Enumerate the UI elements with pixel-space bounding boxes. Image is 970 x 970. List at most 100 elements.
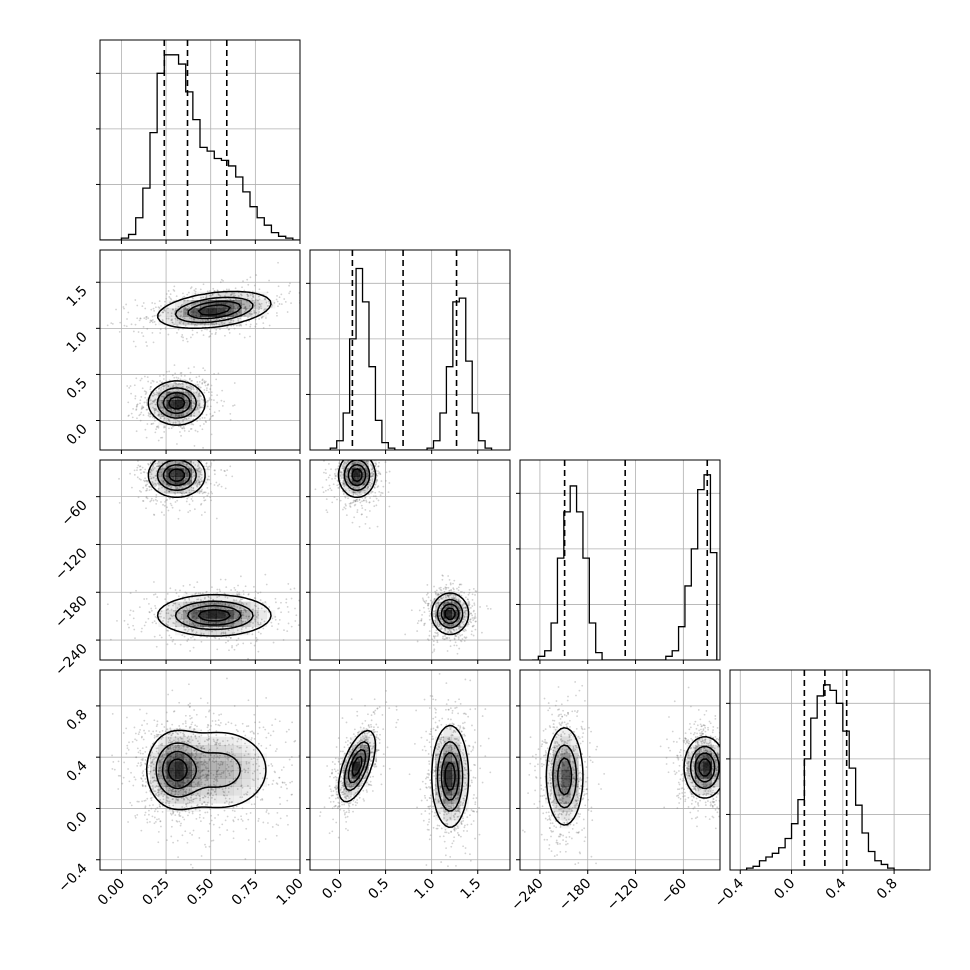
scatter-point: [371, 479, 374, 482]
scatter-point: [242, 603, 245, 606]
scatter-point: [454, 598, 456, 601]
scatter-point: [377, 454, 379, 456]
scatter-point: [194, 624, 196, 627]
scatter-point: [195, 794, 198, 797]
scatter-point: [237, 614, 240, 616]
scatter-point: [436, 622, 439, 624]
scatter-point: [151, 469, 153, 472]
scatter-point: [220, 399, 223, 402]
scatter-point: [164, 326, 167, 329]
scatter-point: [247, 593, 250, 596]
density-cell: [200, 610, 209, 619]
scatter-point: [176, 388, 178, 391]
scatter-point: [116, 620, 118, 622]
scatter-point: [205, 389, 208, 392]
scatter-point: [258, 298, 261, 301]
scatter-point: [212, 414, 214, 417]
scatter-point: [205, 413, 208, 416]
scatter-point: [150, 385, 152, 388]
scatter-point: [139, 478, 142, 481]
scatter-point: [186, 746, 189, 749]
scatter-point: [354, 499, 356, 502]
scatter-point: [347, 497, 349, 500]
scatter-point: [198, 404, 201, 407]
scatter-point: [370, 475, 373, 478]
scatter-point: [177, 595, 180, 598]
scatter-point: [170, 504, 173, 507]
scatter-point: [159, 798, 162, 801]
scatter-point: [454, 594, 457, 597]
scatter-point: [175, 385, 178, 388]
scatter-point: [233, 599, 236, 602]
scatter-point: [160, 610, 163, 613]
scatter-point: [162, 503, 164, 506]
density-cell: [191, 485, 201, 494]
scatter-point: [294, 620, 297, 622]
scatter-point: [173, 323, 175, 326]
scatter-point: [474, 594, 476, 596]
scatter-point: [228, 649, 230, 652]
scatter-point: [158, 766, 161, 769]
scatter-point: [370, 483, 373, 485]
scatter-point: [148, 475, 151, 478]
scatter-point: [342, 465, 345, 468]
scatter-point: [460, 611, 462, 614]
scatter-point: [219, 281, 222, 284]
scatter-point: [267, 312, 269, 315]
scatter-point: [472, 624, 475, 627]
scatter-point: [369, 445, 371, 447]
scatter-point: [186, 630, 189, 633]
scatter-point: [188, 491, 191, 494]
scatter-point: [271, 617, 274, 620]
scatter-point: [244, 585, 247, 588]
scatter-point: [433, 619, 436, 622]
scatter-point: [177, 746, 180, 749]
scatter-point: [346, 445, 348, 447]
density-cell: [200, 291, 209, 301]
scatter-point: [189, 312, 192, 315]
scatter-point: [207, 391, 210, 394]
scatter-point: [188, 623, 191, 626]
scatter-point: [225, 608, 228, 611]
scatter-point: [180, 797, 183, 800]
scatter-point: [155, 470, 158, 472]
scatter-point: [227, 629, 230, 632]
scatter-point: [430, 604, 432, 607]
scatter-point: [464, 629, 467, 632]
scatter-point: [198, 411, 201, 413]
density-cell: [183, 408, 192, 417]
scatter-point: [174, 492, 177, 495]
scatter-point: [189, 785, 191, 788]
scatter-point: [154, 485, 156, 488]
scatter-point: [384, 461, 387, 464]
density-cell: [250, 610, 259, 619]
scatter-point: [211, 452, 213, 454]
scatter-point: [461, 633, 464, 636]
scatter-point: [181, 389, 184, 392]
scatter-point: [227, 604, 230, 607]
scatter-point: [175, 455, 177, 457]
scatter-point: [248, 615, 251, 618]
scatter-point: [208, 757, 211, 760]
scatter-point: [372, 467, 374, 469]
scatter-point: [345, 429, 347, 431]
scatter-point: [136, 317, 139, 320]
scatter-point: [195, 388, 198, 391]
scatter-point: [212, 598, 215, 601]
scatter-point: [175, 730, 177, 733]
scatter-point: [362, 477, 364, 480]
scatter-point: [190, 427, 193, 430]
scatter-point: [186, 308, 189, 311]
scatter-point: [421, 597, 424, 600]
scatter-point: [165, 317, 168, 320]
scatter-point: [197, 740, 199, 743]
density-cell: [200, 593, 209, 602]
scatter-point: [450, 588, 453, 591]
scatter-point: [155, 725, 158, 728]
scatter-point: [180, 434, 182, 437]
scatter-point: [242, 593, 245, 596]
scatter-point: [128, 414, 130, 417]
scatter-point: [371, 478, 374, 481]
scatter-point: [240, 294, 243, 297]
scatter-point: [179, 643, 182, 646]
